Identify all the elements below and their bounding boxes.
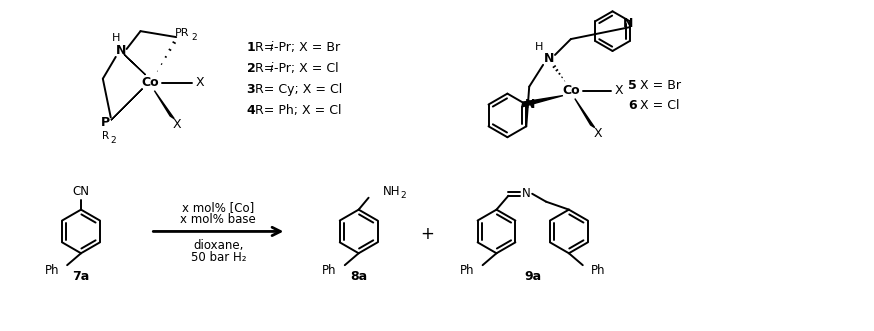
Text: X: X (614, 84, 623, 97)
Text: Ph: Ph (461, 263, 475, 277)
Text: 5: 5 (628, 79, 637, 92)
Text: Ph: Ph (45, 263, 59, 277)
Text: x mol% base: x mol% base (180, 213, 256, 226)
Text: X = Cl: X = Cl (636, 99, 680, 112)
Text: CN: CN (73, 185, 89, 198)
Text: R= Ph; X = Cl: R= Ph; X = Cl (254, 104, 341, 117)
Text: 2: 2 (110, 136, 115, 145)
Text: i: i (269, 41, 273, 55)
Text: N: N (544, 52, 554, 66)
Polygon shape (124, 54, 145, 75)
Text: N: N (522, 187, 531, 200)
Text: 2: 2 (191, 32, 197, 42)
Text: R=: R= (254, 62, 278, 75)
Text: X: X (173, 118, 182, 131)
Text: 8a: 8a (350, 269, 367, 283)
Text: x mol% [Co]: x mol% [Co] (182, 201, 254, 214)
Text: 9a: 9a (524, 269, 541, 283)
Text: dioxane,: dioxane, (193, 239, 244, 252)
Text: X: X (593, 127, 602, 140)
Text: 2: 2 (400, 191, 406, 200)
Text: 6: 6 (628, 99, 637, 112)
Polygon shape (522, 96, 563, 107)
Text: 3: 3 (246, 83, 255, 96)
Text: P: P (101, 116, 110, 129)
Text: 1: 1 (246, 41, 255, 55)
Polygon shape (575, 99, 595, 128)
Text: N: N (525, 98, 536, 111)
Text: 7a: 7a (73, 269, 90, 283)
Text: N: N (115, 44, 126, 58)
Text: Co: Co (142, 76, 159, 89)
Text: R: R (102, 131, 109, 141)
Text: 2: 2 (246, 62, 255, 75)
Text: X = Br: X = Br (636, 79, 682, 92)
Text: 50 bar H₂: 50 bar H₂ (191, 251, 246, 264)
Text: NH: NH (383, 185, 400, 198)
Text: -Pr; X = Br: -Pr; X = Br (274, 41, 341, 55)
Text: Co: Co (562, 84, 579, 97)
Text: -Pr; X = Cl: -Pr; X = Cl (274, 62, 339, 75)
Text: R= Cy; X = Cl: R= Cy; X = Cl (254, 83, 342, 96)
Text: 4: 4 (246, 104, 255, 117)
Text: i: i (269, 62, 273, 75)
Polygon shape (111, 89, 142, 120)
Text: Ph: Ph (323, 263, 336, 277)
Text: H: H (112, 33, 120, 43)
Text: R=: R= (254, 41, 278, 55)
Polygon shape (155, 91, 174, 119)
Text: Ph: Ph (591, 263, 605, 277)
Text: N: N (622, 17, 633, 30)
Text: X: X (196, 76, 205, 89)
Text: +: + (420, 225, 434, 243)
Text: PR: PR (175, 28, 190, 38)
Text: H: H (535, 42, 544, 52)
